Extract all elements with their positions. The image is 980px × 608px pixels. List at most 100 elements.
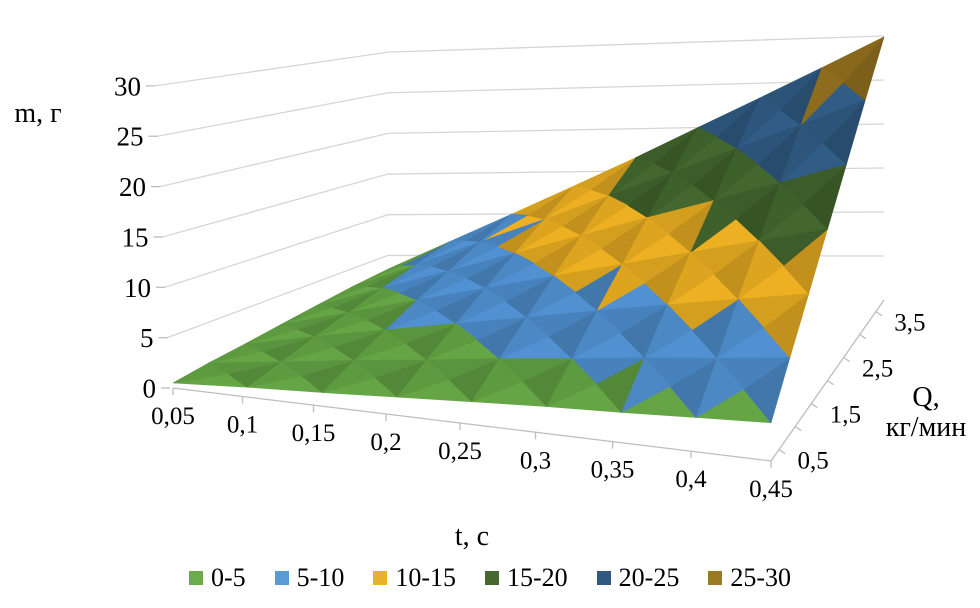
surface-cell <box>244 324 299 345</box>
z-axis-tick <box>875 310 883 317</box>
x-tick-label: 0,2 <box>370 429 401 456</box>
z-axis-tick <box>778 448 786 455</box>
surface-cell <box>666 251 715 306</box>
surface-cell <box>546 358 597 408</box>
surface-cell <box>620 357 671 414</box>
surface-cell <box>247 361 303 388</box>
surface-cell <box>208 343 264 364</box>
surface-cell <box>417 270 468 301</box>
surface-cell <box>737 240 784 301</box>
y-axis-title: m, г <box>14 98 62 129</box>
legend-swatch <box>708 571 723 585</box>
surface-cell <box>736 97 781 149</box>
surface-cell <box>608 157 655 196</box>
surface-cell <box>716 298 764 359</box>
z-axis-title: Q, кг/мин <box>874 383 978 443</box>
surface-cell <box>800 67 844 126</box>
surface-cell <box>353 329 407 361</box>
surface-cell <box>690 200 737 254</box>
x-tick-label: 0,45 <box>749 476 793 503</box>
y-tick-label: 15 <box>122 222 149 252</box>
y-tick-label: 25 <box>117 122 144 152</box>
surface-cell <box>779 124 824 183</box>
legend-item: 20-25 <box>596 563 680 592</box>
surface-cell <box>314 312 368 337</box>
z-tick-label: 0,5 <box>797 448 828 475</box>
legend-label: 10-15 <box>395 563 456 592</box>
surface-cell <box>416 240 465 266</box>
surface-cell <box>647 172 694 218</box>
x-axis-line <box>172 387 772 462</box>
x-tick-label: 0,35 <box>591 457 635 484</box>
x-tick-label: 0,1 <box>227 411 258 438</box>
legend-swatch <box>596 571 611 585</box>
z-tick-label: 1,5 <box>830 402 861 429</box>
legend-item: 15-20 <box>485 565 568 591</box>
x-axis-title: t, c <box>454 521 490 552</box>
surface-cell <box>695 357 745 419</box>
y-tick-label: 10 <box>124 273 151 303</box>
surface-cell <box>471 358 524 403</box>
legend: 0-5 5-10 10-15 15-20 20-25 25-30 <box>0 560 980 596</box>
z-tick-label: 2,5 <box>862 356 893 383</box>
surface-cell <box>280 305 333 325</box>
legend-label: 5-10 <box>296 563 345 592</box>
surface-cell <box>480 213 529 242</box>
surface-cell <box>485 252 535 289</box>
z-axis-title-line2: кг/мин <box>885 412 967 443</box>
surface-cell <box>348 287 401 313</box>
surface-cell <box>281 336 335 363</box>
surface-cell <box>396 359 450 398</box>
legend-item: 0-5 <box>188 563 246 592</box>
x-tick-label: 0,4 <box>675 466 707 493</box>
surface-cell <box>382 264 434 289</box>
surface-cell <box>553 234 602 277</box>
surface-cell <box>316 285 367 306</box>
z-axis-tick <box>810 402 818 409</box>
surface-cell <box>514 218 564 254</box>
surface-cell <box>713 147 759 201</box>
legend-item: 10-15 <box>373 565 456 591</box>
legend-label: 20-25 <box>618 563 680 592</box>
value-gridline <box>157 79 885 137</box>
x-tick-label: 0,15 <box>292 420 336 447</box>
surface-cell <box>571 310 621 360</box>
legend-item: 25-30 <box>708 565 791 591</box>
surface-cell <box>385 299 437 331</box>
surface-cell <box>321 359 376 394</box>
x-tick-label: 0,05 <box>151 403 195 430</box>
y-tick-label: 20 <box>119 172 146 202</box>
legend-swatch <box>373 571 388 585</box>
surface-cell <box>425 323 478 361</box>
surface-cell <box>448 241 499 272</box>
y-tick-label: 0 <box>143 373 157 403</box>
z-axis-tick <box>827 379 834 386</box>
y-tick-label: 5 <box>140 323 154 353</box>
surface-cell <box>596 263 646 312</box>
surface-cell <box>172 362 229 384</box>
legend-item: 5-10 <box>274 563 345 592</box>
legend-label: 25-30 <box>730 563 792 592</box>
surface-cell <box>352 265 402 288</box>
value-gridline <box>154 35 885 87</box>
z-axis-tick <box>794 425 802 432</box>
legend-label: 0-5 <box>210 563 246 592</box>
z-axis-title-line1: Q, <box>912 382 940 413</box>
legend-swatch <box>485 571 499 585</box>
z-axis-tick <box>859 333 867 340</box>
surface-cell <box>622 217 670 265</box>
z-axis-tick <box>843 356 851 363</box>
surface-cell <box>758 182 804 242</box>
surface-cell <box>672 127 718 173</box>
z-tick-label: 3,5 <box>894 310 925 337</box>
surface-cell <box>581 195 629 236</box>
surface-cell <box>544 185 592 220</box>
y-tick-label: 30 <box>114 71 141 101</box>
surface-cell <box>643 304 693 359</box>
legend-swatch <box>188 571 203 585</box>
surface-cell <box>455 287 507 324</box>
legend-label: 15-20 <box>507 563 568 592</box>
surface-cell <box>498 316 550 360</box>
